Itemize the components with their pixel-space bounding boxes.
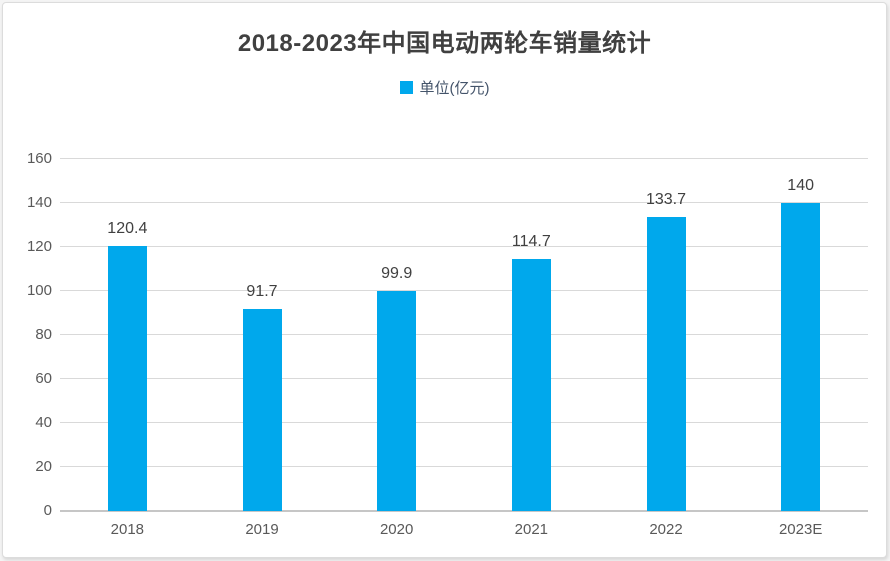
gridline <box>60 378 868 379</box>
y-axis-tick-label: 40 <box>35 414 52 431</box>
gridline <box>60 158 868 159</box>
x-axis-line <box>60 510 868 512</box>
gridline <box>60 290 868 291</box>
bar <box>242 309 282 511</box>
chart-title: 2018-2023年中国电动两轮车销量统计 <box>237 30 652 57</box>
x-axis-tick-label: 2021 <box>514 521 549 538</box>
y-axis-tick-label: 160 <box>26 150 52 167</box>
bar <box>781 203 821 511</box>
gridline <box>60 246 868 247</box>
bar-value-label: 114.7 <box>511 232 551 250</box>
bar <box>377 291 417 511</box>
bar <box>646 216 686 511</box>
bar-value-label: 133.7 <box>645 190 687 208</box>
x-axis-tick-label: 2018 <box>110 521 145 538</box>
bar-value-label: 140 <box>787 177 814 194</box>
legend-swatch-icon <box>399 81 413 94</box>
bar-value-label: 99.9 <box>381 265 413 283</box>
y-axis-tick-label: 0 <box>43 502 52 519</box>
y-axis-tick-label: 120 <box>26 238 52 255</box>
gridline <box>60 334 868 335</box>
legend-label: 单位(亿元) <box>419 80 490 97</box>
y-axis-tick-label: 80 <box>35 326 52 343</box>
bar <box>107 246 147 511</box>
x-axis-tick-label: 2023E <box>778 521 823 538</box>
y-axis-tick-label: 60 <box>35 370 52 387</box>
gridline <box>60 422 868 423</box>
legend: 单位(亿元) <box>3 77 886 98</box>
y-axis-tick-label: 20 <box>35 458 52 475</box>
x-axis-tick-label: 2022 <box>649 521 683 538</box>
x-axis-tick-label: 2020 <box>379 521 414 538</box>
bar-value-label: 120.4 <box>107 220 148 238</box>
bar-value-label: 91.7 <box>246 283 278 301</box>
x-axis-tick-label: 2019 <box>245 521 279 538</box>
y-axis-tick-label: 100 <box>26 282 52 299</box>
y-axis-tick-label: 140 <box>26 194 52 211</box>
gridline <box>60 466 868 467</box>
gridline <box>60 202 868 203</box>
bar <box>511 258 551 511</box>
plot-area: 0 20 40 60 80 100 120 140 160 120.4 2018 91.7 2019 99… <box>27 150 868 538</box>
